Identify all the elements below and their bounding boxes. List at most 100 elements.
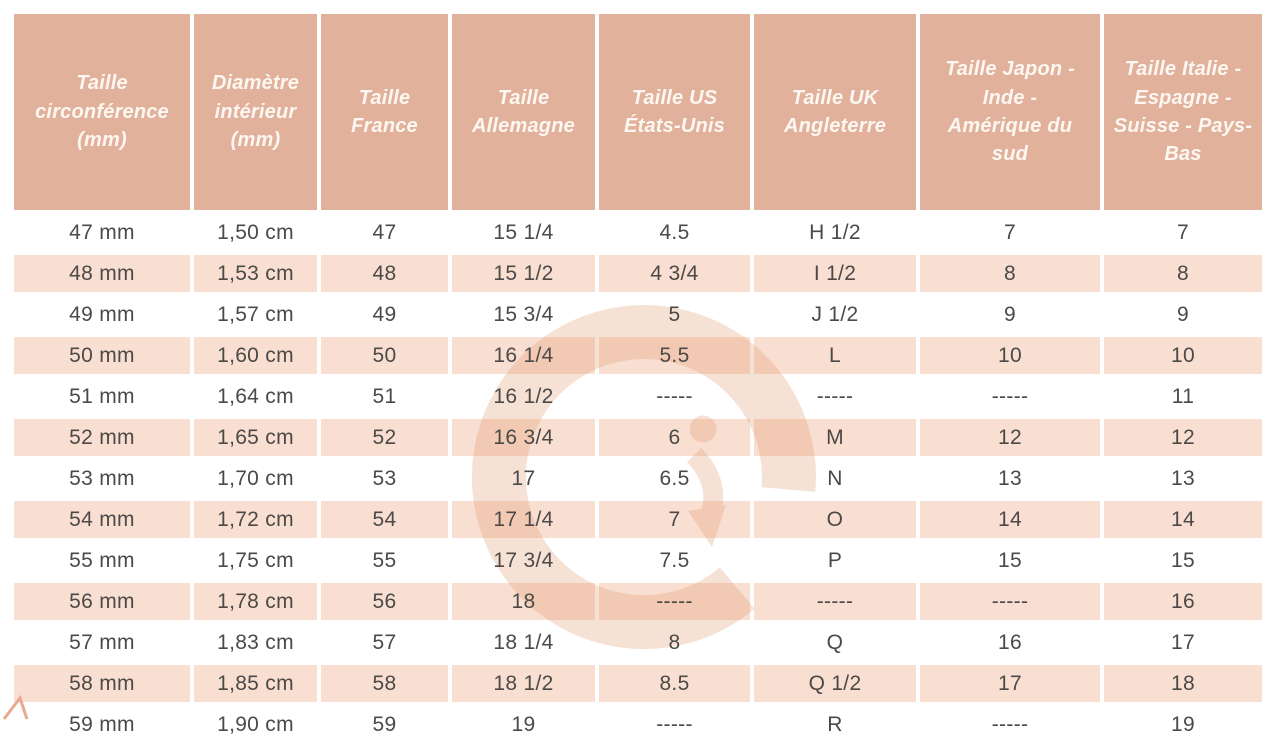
table-cell: 1,75 cm <box>217 549 294 572</box>
table-cell: 17 1/4 <box>452 501 595 538</box>
table-cell: 51 mm <box>69 385 135 408</box>
table-cell: 54 mm <box>14 501 190 538</box>
table-cell: 1,65 cm <box>194 419 317 456</box>
table-cell: 4 3/4 <box>599 255 750 292</box>
table-cell: 14 <box>1104 501 1262 538</box>
table-cell: 19 <box>511 713 536 736</box>
table-cell: 10 <box>920 337 1100 374</box>
column-header-uk: Taille UK Angleterre <box>754 14 916 210</box>
table-cell: 13 <box>1171 467 1195 490</box>
table-cell: 47 mm <box>69 221 135 244</box>
table-cell: 52 <box>321 419 448 456</box>
table-cell: 16 1/4 <box>452 337 595 374</box>
table-cell: ----- <box>754 583 916 620</box>
table-row: 55 mm 1,75 cm 55 17 3/4 7.5 P 15 15 <box>14 542 1262 579</box>
table-cell: 7.5 <box>659 549 690 572</box>
table-cell: ----- <box>599 583 750 620</box>
column-header-france: Taille France <box>321 14 448 210</box>
table-cell: ----- <box>991 713 1029 736</box>
column-header-diametre: Diamètre intérieur (mm) <box>194 14 317 210</box>
table-cell: 8.5 <box>599 665 750 702</box>
column-header-japon: Taille Japon - Inde - Amérique du sud <box>920 14 1100 210</box>
g-dot <box>689 415 717 443</box>
table-row: 52 mm 1,65 cm 52 16 3/4 6 M 12 12 <box>14 419 1262 456</box>
table-cell: 59 <box>372 713 397 736</box>
table-row: 51 mm 1,64 cm 51 16 1/2 ----- ----- ----- 11 <box>14 378 1262 415</box>
table-cell: 18 <box>1104 665 1262 702</box>
table-cell: 1,70 cm <box>217 467 294 490</box>
table-cell: 53 <box>372 467 397 490</box>
table-row: 47 mm 1,50 cm 47 15 1/4 4.5 H 1/2 7 7 <box>14 214 1262 251</box>
table-cell: 48 <box>321 255 448 292</box>
table-header: Taille circonférence (mm) Diamètre intér… <box>14 14 1262 210</box>
table-cell: 12 <box>920 419 1100 456</box>
table-cell: 15 3/4 <box>493 303 554 326</box>
table-cell: Q 1/2 <box>754 665 916 702</box>
header-row: Taille circonférence (mm) Diamètre intér… <box>14 14 1262 210</box>
table-cell: ----- <box>920 583 1100 620</box>
table-cell: 15 1/4 <box>493 221 554 244</box>
table-cell: 1,83 cm <box>217 631 294 654</box>
table-cell: 1,50 cm <box>217 221 294 244</box>
table-row: 54 mm 1,72 cm 54 17 1/4 7 O 14 14 <box>14 501 1262 538</box>
table-cell: O <box>754 501 916 538</box>
column-header-allemagne: Taille Allemagne <box>452 14 595 210</box>
table-cell: 17 <box>511 467 536 490</box>
table-cell: ----- <box>991 385 1029 408</box>
sparkle-icon <box>2 694 29 720</box>
table-row: 49 mm 1,57 cm 49 15 3/4 5 J 1/2 9 9 <box>14 296 1262 333</box>
table-row: 53 mm 1,70 cm 53 17 6.5 N 13 13 <box>14 460 1262 497</box>
table-cell: R <box>827 713 843 736</box>
table-cell: 50 mm <box>14 337 190 374</box>
table-cell: 1,85 cm <box>194 665 317 702</box>
table-row: 56 mm 1,78 cm 56 18 ----- ----- ----- 16 <box>14 583 1262 620</box>
table-row: 57 mm 1,83 cm 57 18 1/4 8 Q 16 17 <box>14 624 1262 661</box>
table-cell: 53 mm <box>69 467 135 490</box>
table-cell: 10 <box>1104 337 1262 374</box>
sparkle-stroke <box>2 694 29 720</box>
table-row: 48 mm 1,53 cm 48 15 1/2 4 3/4 I 1/2 8 8 <box>14 255 1262 292</box>
table-cell: 17 3/4 <box>493 549 554 572</box>
table-cell: 12 <box>1104 419 1262 456</box>
table-cell: 48 mm <box>14 255 190 292</box>
table-cell: 14 <box>920 501 1100 538</box>
table-row: 50 mm 1,60 cm 50 16 1/4 5.5 L 10 10 <box>14 337 1262 374</box>
table-cell: M <box>754 419 916 456</box>
table-cell: 57 mm <box>69 631 135 654</box>
table-cell: I 1/2 <box>754 255 916 292</box>
table-cell: 16 3/4 <box>452 419 595 456</box>
ring-size-conversion-table: Taille circonférence (mm) Diamètre intér… <box>10 10 1266 747</box>
table-cell: ----- <box>816 385 854 408</box>
table-cell: 51 <box>372 385 397 408</box>
table-cell: 57 <box>372 631 397 654</box>
table-cell: 1,78 cm <box>194 583 317 620</box>
table-cell: 54 <box>321 501 448 538</box>
table-cell: H 1/2 <box>809 221 861 244</box>
table-cell: 50 <box>321 337 448 374</box>
table-cell: 7 <box>1177 221 1189 244</box>
table-cell: 15 <box>998 549 1022 572</box>
table-cell: 19 <box>1171 713 1195 736</box>
table-body: 47 mm 1,50 cm 47 15 1/4 4.5 H 1/2 7 7 48 mm 1,53 … <box>14 214 1262 743</box>
table-cell: 7 <box>1004 221 1016 244</box>
table-cell: 8 <box>668 631 681 654</box>
table-cell: 11 <box>1171 385 1195 408</box>
table-cell: 49 mm <box>69 303 135 326</box>
table-cell: 16 <box>1104 583 1262 620</box>
table-cell: L <box>754 337 916 374</box>
table-cell: 9 <box>1004 303 1016 326</box>
table-cell: 13 <box>998 467 1022 490</box>
table-cell: 1,72 cm <box>194 501 317 538</box>
table-cell: 56 mm <box>14 583 190 620</box>
table-cell: 1,64 cm <box>217 385 294 408</box>
table-cell: P <box>827 549 843 572</box>
table-cell: 16 1/2 <box>493 385 554 408</box>
table-cell: 1,90 cm <box>217 713 294 736</box>
table-cell: 52 mm <box>14 419 190 456</box>
table-cell: 18 <box>452 583 595 620</box>
table-cell: 58 mm <box>14 665 190 702</box>
table-cell: 8 <box>920 255 1100 292</box>
table-cell: 15 <box>1171 549 1195 572</box>
column-header-circonference: Taille circonférence (mm) <box>14 14 190 210</box>
table-cell: 8 <box>1104 255 1262 292</box>
